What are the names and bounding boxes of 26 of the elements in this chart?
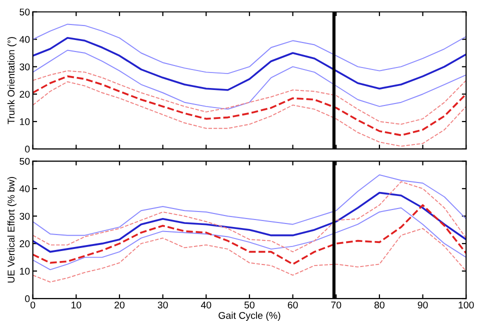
y-tick-label: 40 [19, 185, 30, 192]
x-axis-title: Gait Cycle (%) [218, 312, 280, 321]
y-tick-label: 30 [20, 212, 30, 220]
y-tick-label: 50 [20, 158, 30, 165]
x-tick-label: 10 [72, 302, 82, 308]
y-tick-label: 0 [25, 295, 30, 302]
y-tick-label: 30 [20, 63, 30, 70]
y-tick-label: 0 [25, 146, 30, 153]
x-tick-label: 60 [288, 302, 298, 308]
x-tick-label: 30 [158, 302, 168, 308]
x-tick-label: 50 [244, 302, 254, 308]
y-tick-label: 40 [19, 36, 30, 43]
y-tick-label: 10 [20, 268, 30, 275]
x-tick-label: 70 [331, 302, 342, 308]
x-tick-label: 100 [458, 302, 474, 308]
x-tick-label: 40 [200, 302, 212, 308]
x-tick-label: 90 [418, 302, 428, 308]
x-tick-label: 20 [114, 302, 125, 308]
y-axis-title: Trunk Orientation (°) [7, 37, 16, 124]
y-tick-label: 50 [20, 8, 30, 16]
y-tick-label: 10 [20, 118, 30, 126]
y-tick-label: 20 [20, 240, 30, 248]
y-axis-title: UE Vertical Effort (% bw) [7, 177, 16, 282]
x-tick-label: 0 [30, 302, 36, 308]
y-tick-label: 20 [20, 90, 30, 98]
x-tick-label: 80 [374, 302, 384, 308]
